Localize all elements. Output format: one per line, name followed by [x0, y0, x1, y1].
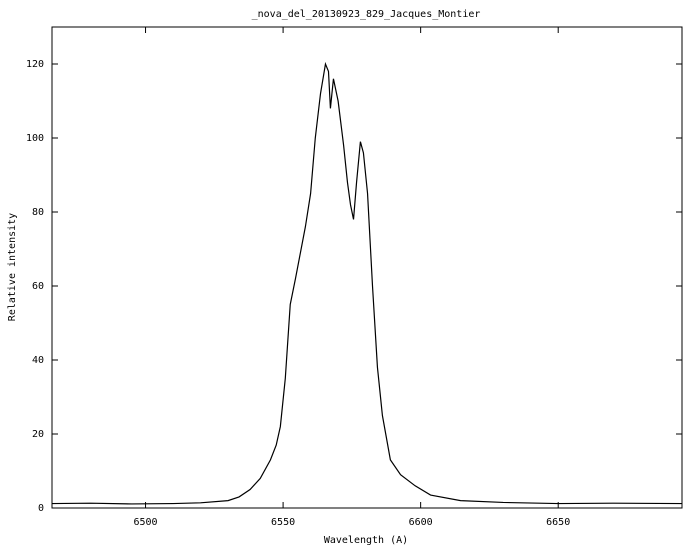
- x-axis-label: Wavelength (A): [324, 535, 408, 546]
- y-axis-label: Relative intensity: [7, 213, 18, 321]
- y-tick-label: 80: [32, 207, 44, 218]
- x-tick-label: 6550: [271, 517, 295, 528]
- y-tick-label: 60: [32, 281, 44, 292]
- x-tick-label: 6500: [133, 517, 157, 528]
- y-tick-label: 100: [26, 133, 44, 144]
- y-tick-label: 0: [38, 503, 44, 514]
- x-tick-label: 6650: [546, 517, 570, 528]
- spectrum-line: [51, 61, 683, 505]
- y-tick-label: 120: [26, 59, 44, 70]
- y-tick-label: 40: [32, 355, 44, 366]
- y-tick-label: 20: [32, 429, 44, 440]
- plot-frame: [51, 26, 683, 509]
- chart-title: _nova_del_20130923_829_Jacques_Montier: [252, 9, 481, 20]
- x-tick-label: 6600: [409, 517, 433, 528]
